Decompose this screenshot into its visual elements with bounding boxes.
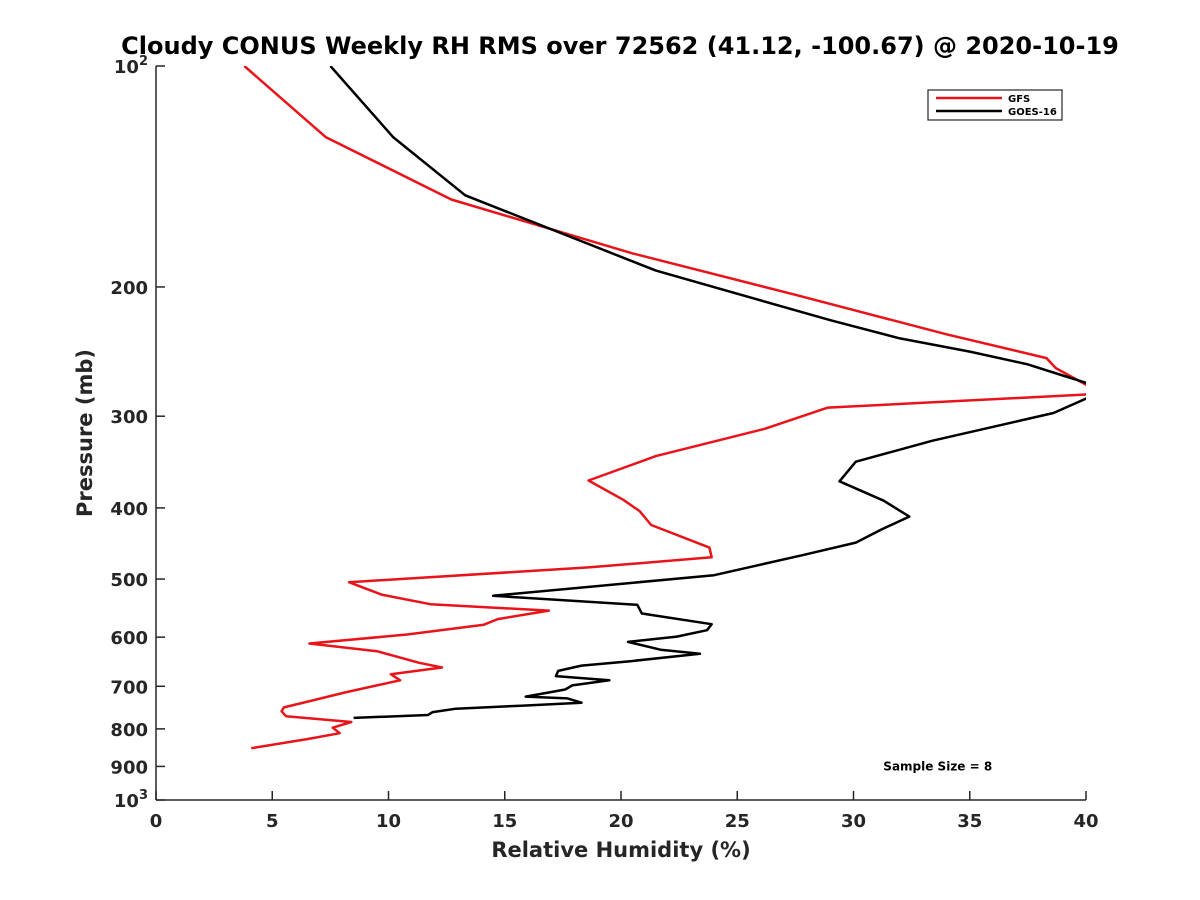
- y-axis-label: Pressure (mb): [73, 349, 97, 517]
- series-line-gfs: [243, 66, 1086, 750]
- x-tick-label: 30: [841, 811, 866, 832]
- x-tick-label: 10: [376, 811, 401, 832]
- series-line-goes-16: [329, 66, 1086, 720]
- y-tick-label: 400: [110, 499, 148, 520]
- x-tick-label: 0: [150, 811, 163, 832]
- y-tick-label: 102: [114, 54, 148, 78]
- legend-box: [927, 89, 1063, 121]
- y-tick-label: 103: [114, 788, 148, 812]
- chart-title: Cloudy CONUS Weekly RH RMS over 72562 (4…: [121, 32, 1119, 60]
- y-tick-label: 200: [110, 278, 148, 299]
- sample-size-annotation: Sample Size = 8: [883, 759, 992, 773]
- y-tick-label: 500: [110, 570, 148, 591]
- y-tick-label: 800: [110, 720, 148, 741]
- x-tick-label: 25: [725, 811, 750, 832]
- legend-entry: GFS: [1008, 94, 1030, 105]
- y-tick-label: 700: [110, 677, 148, 698]
- x-axis-label: Relative Humidity (%): [491, 838, 750, 862]
- y-tick-label: 300: [110, 407, 148, 428]
- x-tick-label: 15: [492, 811, 517, 832]
- y-tick-label: 900: [110, 757, 148, 778]
- legend: GFS GOES-16: [927, 89, 1063, 121]
- legend-entry: GOES-16: [1008, 107, 1057, 118]
- x-tick-label: 35: [957, 811, 982, 832]
- x-tick-label: 5: [266, 811, 279, 832]
- x-tick-label: 20: [608, 811, 633, 832]
- x-tick-label: 40: [1073, 811, 1098, 832]
- x-axis: 0 5 10 15 20 25 30 35 40: [150, 791, 1099, 832]
- y-tick-label: 600: [110, 628, 148, 649]
- y-axis: 102 200 300 400 500 600 700 800 900 103: [110, 54, 165, 812]
